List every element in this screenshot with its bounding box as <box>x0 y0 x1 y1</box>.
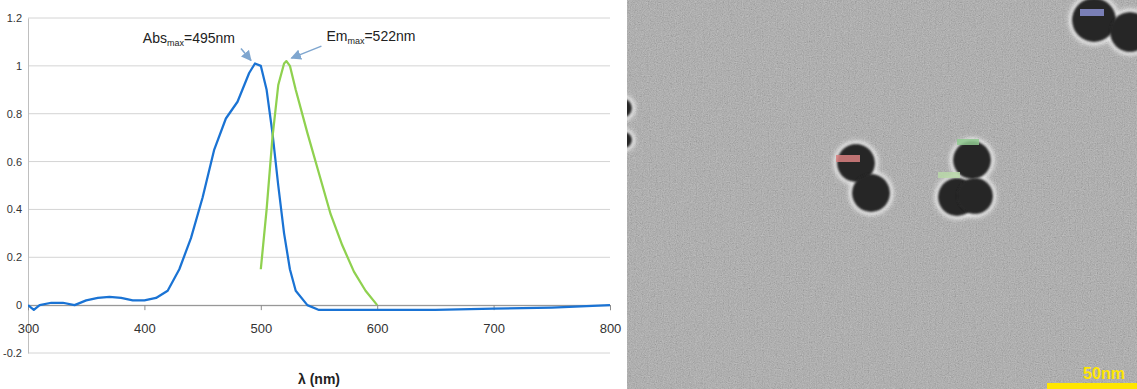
tick-label: 1.2 <box>7 12 22 24</box>
axis-title: λ (nm) <box>298 371 340 387</box>
tick-mark <box>610 305 611 310</box>
chart: -0.2 0 0.2 0.4 0.6 0.8 1 1.2 300 400 500 600 700 800 λ… <box>3 12 621 387</box>
annotations: Absmax=495nm Emmax=522nm <box>143 28 416 60</box>
tick-label: 800 <box>600 321 622 336</box>
tick-label: 600 <box>367 321 389 336</box>
grid-line <box>28 18 610 19</box>
tick: 300 <box>18 305 40 336</box>
tick: 500 <box>250 305 272 336</box>
tick-label: 0.4 <box>7 203 22 215</box>
tick: 1 <box>16 60 28 72</box>
particle <box>957 178 993 214</box>
y-axis: -0.2 0 0.2 0.4 0.6 0.8 1 1.2 <box>3 12 28 359</box>
measurement-tag <box>938 172 960 178</box>
grid-line <box>28 113 610 114</box>
tick-mark <box>144 305 145 310</box>
measurement-tag <box>957 139 979 145</box>
particle-halo <box>627 129 635 151</box>
annotation-arrow <box>241 48 251 60</box>
grid <box>28 18 610 353</box>
tick-label: 0.2 <box>7 251 22 263</box>
grid-line <box>28 209 610 210</box>
tick-label: 1 <box>16 60 22 72</box>
particle-halo <box>627 95 635 121</box>
tick-mark <box>261 305 262 310</box>
annotation-arrow <box>291 46 321 58</box>
grid-line <box>28 65 610 66</box>
particle <box>1110 12 1137 52</box>
image-background <box>627 0 1137 389</box>
tick-label: 0 <box>16 299 22 311</box>
tick: 0.4 <box>7 203 28 215</box>
tick: -0.2 <box>3 347 28 359</box>
tick-label: 400 <box>134 321 156 336</box>
plot-area <box>28 61 610 310</box>
axis-line <box>28 19 29 354</box>
tick-label: -0.2 <box>3 347 22 359</box>
tick: 1.2 <box>7 12 28 24</box>
grid-line <box>28 257 610 258</box>
measurement-tag <box>836 155 860 162</box>
particle <box>627 98 632 118</box>
series-line <box>261 61 377 305</box>
tick: 800 <box>600 305 622 336</box>
grid-line <box>28 353 610 354</box>
tick: 0.6 <box>7 156 28 168</box>
tick-label: 300 <box>18 321 40 336</box>
tick-label: 500 <box>250 321 272 336</box>
scale-bar-label: 50nm <box>1083 365 1125 382</box>
annotation: Absmax=495nm <box>143 30 235 48</box>
tick-label: 0.8 <box>7 108 22 120</box>
figure: -0.2 0 0.2 0.4 0.6 0.8 1 1.2 300 400 500 600 700 800 λ… <box>0 0 1137 389</box>
grid-line <box>28 161 610 162</box>
measurement-tag <box>1080 9 1104 16</box>
scale-bar <box>1047 383 1137 389</box>
tick: 0.8 <box>7 108 28 120</box>
particle <box>627 132 632 148</box>
annotation: Emmax=522nm <box>326 28 415 46</box>
micrograph <box>627 0 1137 389</box>
particle <box>852 174 890 212</box>
tick-label: 700 <box>483 321 505 336</box>
tick-label: 0.6 <box>7 156 22 168</box>
tick: 0.2 <box>7 251 28 263</box>
tick: 0 <box>16 299 28 311</box>
image-noise <box>627 0 1137 389</box>
tick: 400 <box>134 305 156 336</box>
particle <box>1072 0 1116 42</box>
series-line <box>28 63 610 309</box>
